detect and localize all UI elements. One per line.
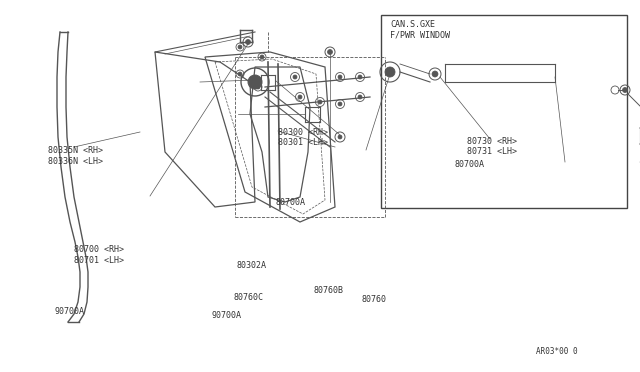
Circle shape — [293, 75, 297, 79]
Circle shape — [256, 85, 260, 89]
Text: 90700A: 90700A — [54, 307, 84, 316]
Circle shape — [260, 55, 264, 59]
Circle shape — [338, 102, 342, 106]
Circle shape — [388, 70, 392, 74]
Circle shape — [328, 49, 333, 55]
Text: 80760B: 80760B — [314, 286, 344, 295]
Text: 80336N <LH>: 80336N <LH> — [48, 157, 103, 166]
Text: 80731 <LH>: 80731 <LH> — [467, 147, 517, 156]
Text: 80302A: 80302A — [237, 262, 267, 270]
Text: 80700 <RH>: 80700 <RH> — [74, 246, 124, 254]
Circle shape — [358, 95, 362, 99]
Text: 80301 <LH>: 80301 <LH> — [278, 138, 328, 147]
Text: 80700A: 80700A — [454, 160, 484, 169]
Bar — [381, 15, 627, 208]
Text: 80300 <RH>: 80300 <RH> — [278, 128, 328, 137]
Text: 80335N <RH>: 80335N <RH> — [48, 146, 103, 155]
Text: F/PWR WINDOW: F/PWR WINDOW — [390, 31, 451, 40]
Circle shape — [432, 71, 438, 77]
Text: 80760C: 80760C — [234, 293, 264, 302]
Text: 80760: 80760 — [362, 295, 387, 304]
Circle shape — [338, 75, 342, 79]
Text: CAN.S.GXE: CAN.S.GXE — [390, 20, 435, 29]
Circle shape — [238, 72, 242, 76]
Circle shape — [246, 39, 250, 45]
Text: 90700A: 90700A — [211, 311, 241, 320]
Text: 80700A: 80700A — [275, 198, 305, 207]
Text: 80701 <LH>: 80701 <LH> — [74, 256, 124, 265]
Circle shape — [385, 67, 395, 77]
Circle shape — [338, 135, 342, 139]
Circle shape — [623, 87, 627, 93]
Circle shape — [298, 95, 302, 99]
Circle shape — [248, 75, 262, 89]
Text: AR03*00 0: AR03*00 0 — [536, 347, 578, 356]
Circle shape — [358, 75, 362, 79]
Text: 80730 <RH>: 80730 <RH> — [467, 137, 517, 146]
Circle shape — [238, 45, 242, 49]
Circle shape — [318, 100, 322, 104]
